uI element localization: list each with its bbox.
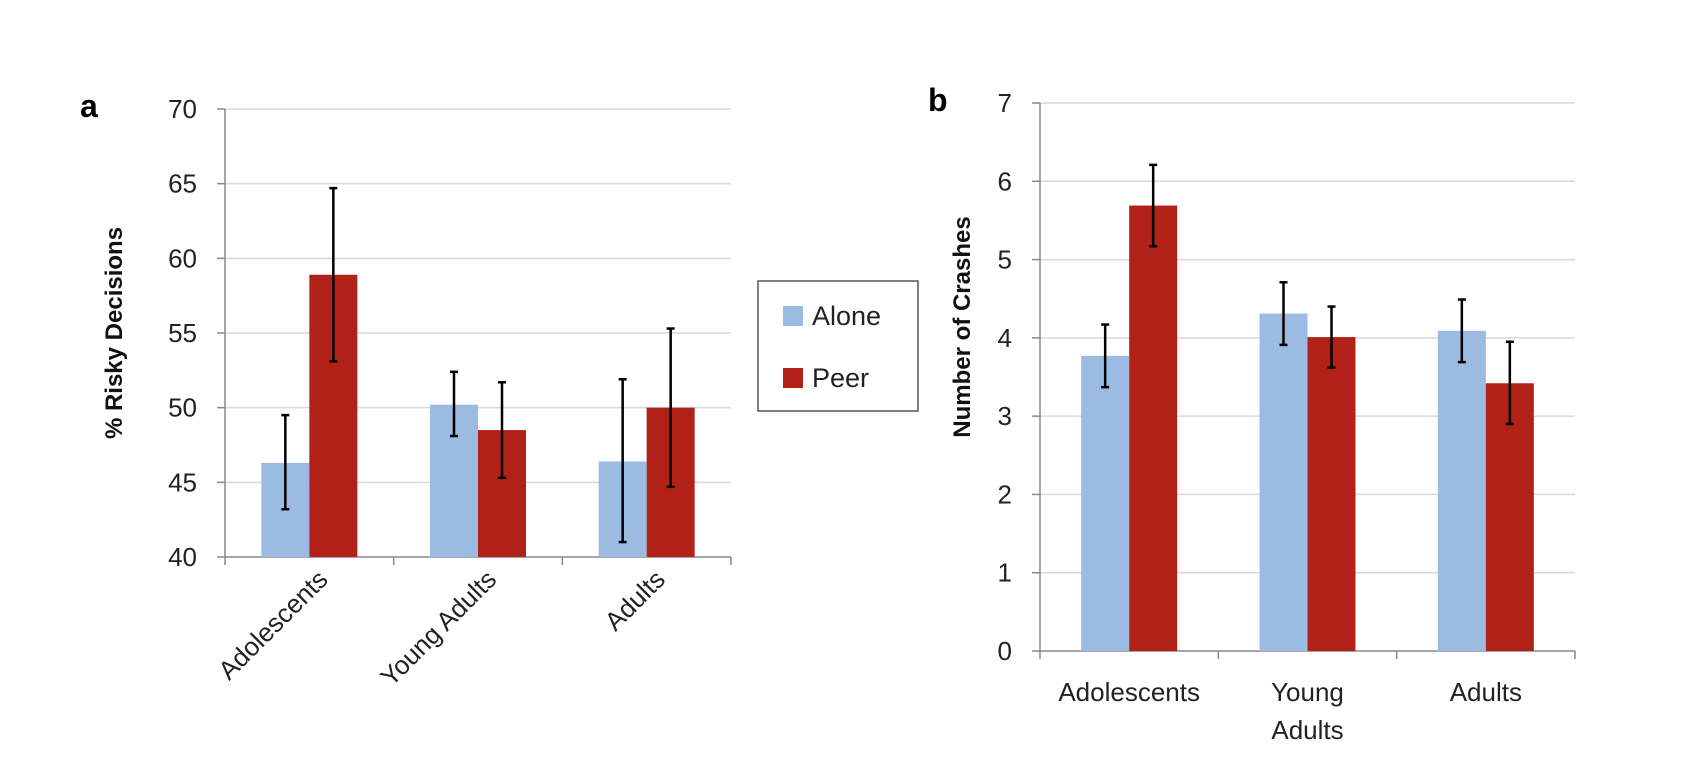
panel-a-y-tick-label: 60 [168, 243, 197, 273]
panel-b-bar-peer-adolescents [1129, 205, 1178, 651]
panel-b-bar-alone-adults [1437, 330, 1486, 651]
panel-b-y-tick-label: 3 [998, 401, 1012, 431]
panel-b-y-tick-label: 0 [998, 636, 1012, 666]
panel-a-chart: 40 45 50 55 60 65 70 Adolescents Young Adults Adu… [168, 94, 732, 692]
panel-b-y-tick-label: 4 [998, 323, 1012, 353]
panel-a-letter: a [80, 88, 98, 124]
panel-b-y-tick-label: 7 [998, 88, 1012, 118]
legend-swatch-alone [783, 306, 803, 326]
panel-b-x-tick-label: Young Adults [1271, 677, 1344, 745]
panel-b-y-tick-label: 1 [998, 558, 1012, 588]
legend-label-peer: Peer [812, 363, 869, 393]
panel-b-x-tick-label: Adolescents [1058, 677, 1200, 707]
legend-swatch-peer [783, 368, 803, 388]
panel-a-y-tick-label: 45 [168, 467, 197, 497]
panel-b-x-tick-label: Adults [1450, 677, 1522, 707]
panel-b-bar-peer-young-adults [1307, 337, 1356, 651]
panel-a-x-tick-label: Young Adults [374, 564, 502, 692]
legend: Alone Peer [757, 280, 919, 412]
panel-b-bar-alone-adolescents [1081, 355, 1130, 651]
panel-b-y-tick-label: 5 [998, 245, 1012, 275]
panel-b-chart: 0 1 2 3 4 5 6 7 Adolescents Young Adults Adults [998, 88, 1576, 745]
panel-b-y-tick-label: 2 [998, 479, 1012, 509]
panel-a-x-tick-label: Adults [599, 564, 671, 636]
panel-b-y-axis-title: Number of Crashes [949, 216, 976, 437]
legend-label-alone: Alone [812, 301, 881, 331]
panel-a-y-tick-label: 70 [168, 94, 197, 124]
panel-a-y-tick-label: 55 [168, 318, 197, 348]
panel-a-y-tick-label: 40 [168, 542, 197, 572]
legend-box [757, 280, 919, 412]
panel-b-y-tick-label: 6 [998, 166, 1012, 196]
panel-b-bar-peer-adults [1485, 383, 1534, 651]
panel-b-bar-alone-young-adults [1259, 313, 1308, 651]
panel-b-letter: b [928, 82, 948, 118]
panel-a-y-tick-label: 65 [168, 169, 197, 199]
panel-a-x-tick-label: Adolescents [212, 564, 333, 685]
panel-a-y-axis-title: % Risky Decisions [101, 227, 128, 439]
panel-a-y-tick-label: 50 [168, 393, 197, 423]
